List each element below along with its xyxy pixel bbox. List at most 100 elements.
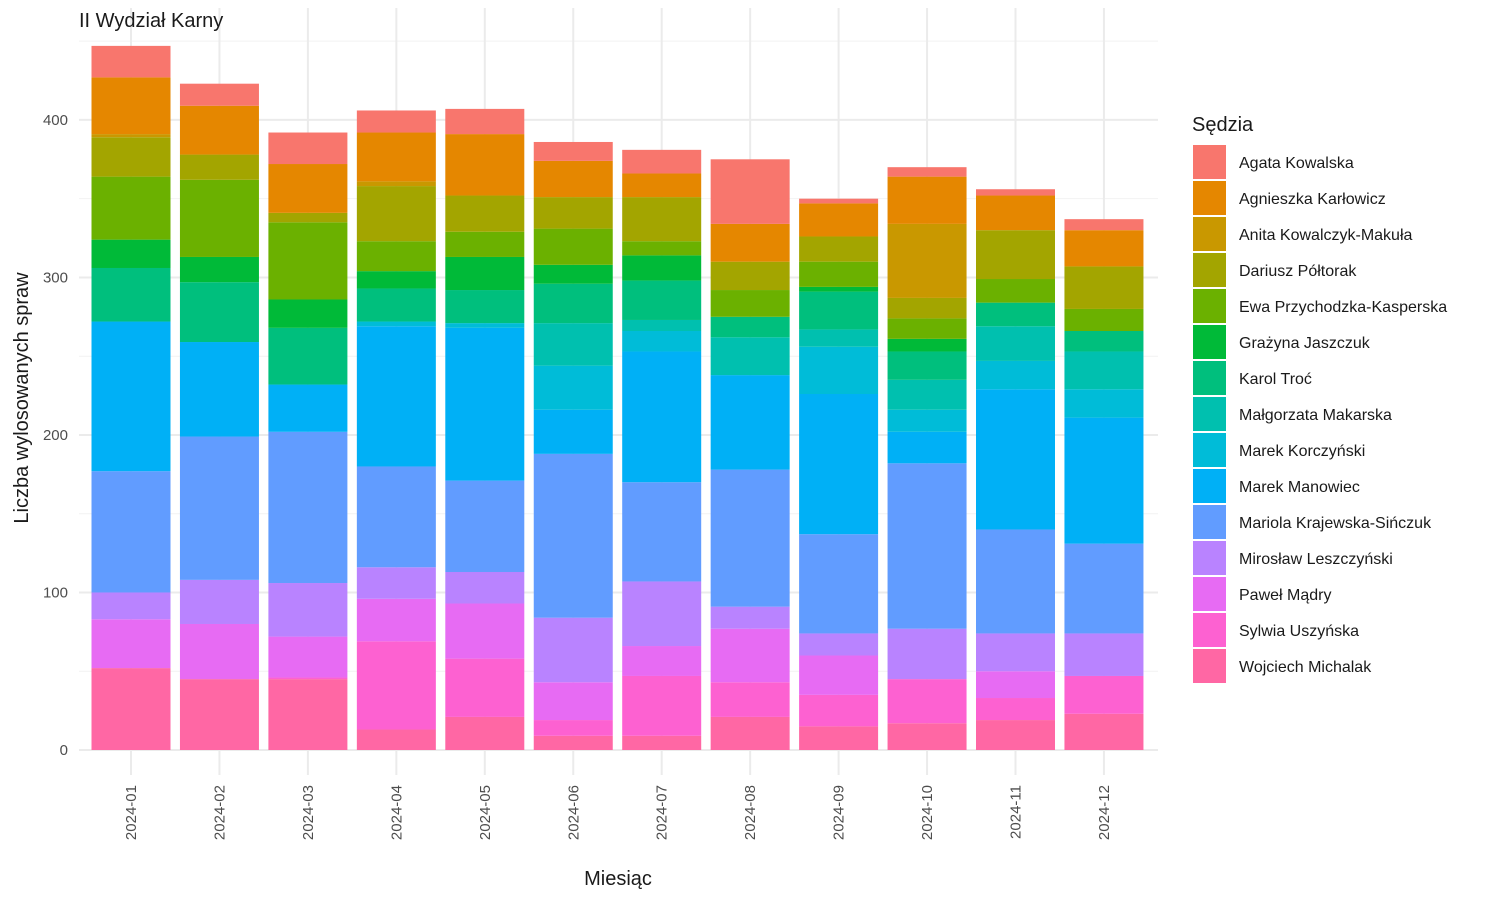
bar-segment	[976, 302, 1055, 327]
bar-segment	[533, 720, 613, 736]
bar-segment	[91, 239, 171, 268]
bar-segment	[799, 203, 879, 237]
bar-segment	[710, 682, 790, 717]
y-tick-label: 300	[43, 269, 68, 286]
bar-segment	[710, 628, 790, 683]
bar-segment	[356, 321, 436, 327]
bar-segment	[799, 394, 879, 535]
x-tick-label: 2024-11	[1008, 785, 1025, 839]
bar-segment	[976, 279, 1055, 303]
bar-segment	[710, 316, 790, 338]
bar-segment	[445, 716, 525, 750]
bar-segment	[445, 231, 525, 257]
bar-segment	[91, 45, 171, 78]
bar-segment	[179, 282, 259, 343]
legend-swatch	[1193, 433, 1226, 467]
bar-segment	[799, 534, 879, 634]
x-tick-label: 2024-06	[565, 785, 582, 840]
bar-segment	[533, 409, 613, 454]
bar-segment	[91, 134, 171, 138]
bar-segment	[799, 726, 879, 750]
bar-segment	[533, 682, 613, 721]
legend-label: Karol Troć	[1239, 371, 1312, 388]
bar-segment	[622, 280, 702, 320]
bar-segment	[1064, 713, 1144, 750]
bar-segment	[179, 342, 259, 437]
bar-segment	[445, 658, 525, 717]
y-tick-label: 100	[43, 584, 68, 601]
bar-segment	[799, 198, 879, 204]
legend-label: Agnieszka Karłowicz	[1239, 191, 1386, 208]
bar-segment	[445, 108, 525, 135]
legend-swatch	[1193, 325, 1226, 359]
bar-segment	[533, 453, 613, 618]
y-axis-tick-labels: 0 100 200 300 400	[43, 112, 68, 759]
bar-segment	[533, 197, 613, 229]
bar-segment	[268, 384, 348, 432]
bar-segment	[887, 628, 967, 680]
bar-segment	[179, 154, 259, 180]
bar-segment	[710, 261, 790, 291]
bar-segment	[1064, 308, 1144, 331]
y-tick-label: 400	[43, 112, 68, 129]
bar-segment	[799, 236, 879, 262]
bar-segment	[710, 606, 790, 629]
bar-segment	[887, 723, 967, 750]
x-tick-label: 2024-01	[123, 785, 140, 840]
bar-segment	[445, 256, 525, 291]
bar-segment	[356, 132, 436, 182]
bar-segment	[976, 671, 1055, 699]
bar-segment	[1064, 266, 1144, 309]
bar-segment	[710, 290, 790, 317]
bar-segment	[887, 463, 967, 629]
legend-swatch	[1193, 505, 1226, 539]
bar-segment	[710, 223, 790, 262]
bar-segment	[710, 716, 790, 750]
legend-label: Agata Kowalska	[1239, 155, 1354, 172]
x-tick-label: 2024-03	[300, 785, 317, 840]
bar-segment	[356, 641, 436, 730]
legend-label: Anita Kowalczyk-Makuła	[1239, 227, 1413, 244]
bar-segment	[710, 337, 790, 376]
bar-segment	[799, 694, 879, 727]
bar-segment	[91, 592, 171, 620]
bar-segment	[356, 181, 436, 187]
bar-segment	[268, 132, 348, 165]
legend-label: Dariusz Półtorak	[1239, 263, 1357, 280]
bar-segment	[622, 330, 702, 352]
bars	[91, 45, 1144, 750]
legend-swatch	[1193, 289, 1226, 323]
bar-segment	[268, 583, 348, 637]
x-tick-label: 2024-05	[477, 785, 494, 840]
legend-label: Wojciech Michalak	[1239, 659, 1372, 676]
bar-segment	[622, 482, 702, 582]
bar-segment	[976, 389, 1055, 530]
bar-segment	[445, 603, 525, 659]
chart-title: II Wydział Karny	[79, 10, 223, 32]
bar-segment	[91, 137, 171, 177]
bar-segment	[976, 360, 1055, 390]
bar-segment	[976, 326, 1055, 361]
legend-swatch	[1193, 217, 1226, 251]
bar-segment	[445, 480, 525, 573]
bar-segment	[268, 431, 348, 584]
legend-title: Sędzia	[1192, 114, 1254, 136]
legend-label: Ewa Przychodzka-Kasperska	[1239, 299, 1447, 316]
legend-swatch	[1193, 469, 1226, 503]
x-tick-label: 2024-07	[654, 785, 671, 840]
bar-segment	[710, 375, 790, 470]
bar-segment	[799, 346, 879, 395]
bar-segment	[179, 436, 259, 580]
legend-swatch	[1193, 253, 1226, 287]
legend-swatch	[1193, 145, 1226, 179]
bar-segment	[445, 323, 525, 328]
bar-segment	[1064, 219, 1144, 231]
bar-segment	[356, 241, 436, 272]
x-axis-tick-labels: 2024-01 2024-02 2024-03 2024-04 2024-05 2024-…	[123, 785, 1113, 840]
bar-segment	[710, 469, 790, 607]
bar-segment	[179, 256, 259, 283]
legend-label: Sylwia Uszyńska	[1239, 623, 1359, 640]
legend-swatch	[1193, 577, 1226, 611]
bar-segment	[179, 105, 259, 155]
x-tick-label: 2024-02	[211, 785, 228, 840]
